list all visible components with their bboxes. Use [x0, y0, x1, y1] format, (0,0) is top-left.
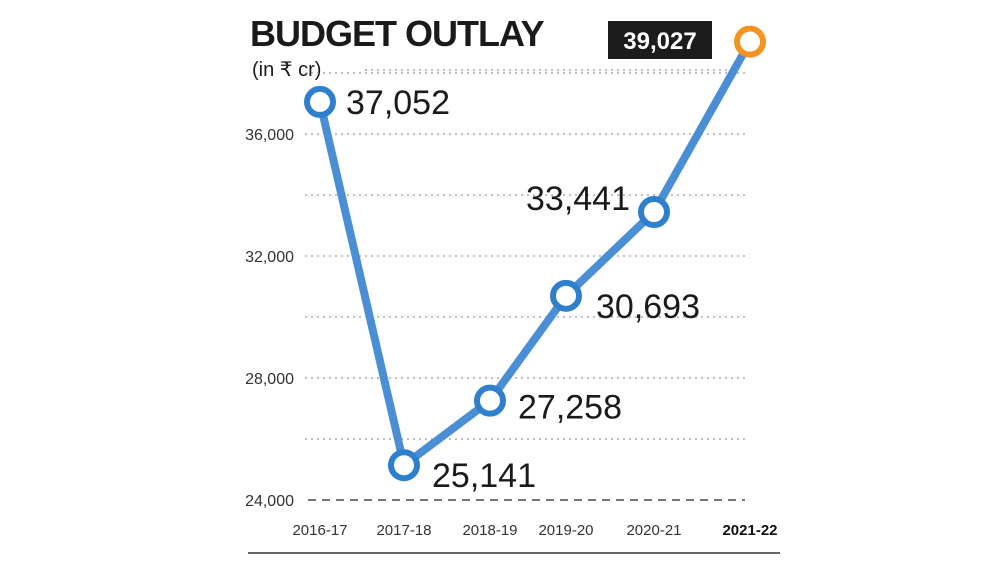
data-label: 33,441 — [526, 180, 630, 218]
chart-subtitle: (in ₹ cr) — [252, 59, 321, 81]
x-tick-label: 2016-17 — [292, 522, 347, 539]
data-point — [550, 279, 582, 312]
data-point — [388, 449, 420, 482]
y-tick-label: 24,000 — [245, 493, 294, 510]
y-tick-label: 28,000 — [245, 371, 294, 388]
data-label: 27,258 — [518, 389, 622, 427]
series-line-layer — [316, 37, 754, 470]
data-point — [638, 196, 670, 229]
series-line — [316, 37, 754, 470]
data-point — [474, 384, 506, 417]
x-tick-label: 2021-22 — [722, 522, 777, 539]
x-tick-label: 2020-21 — [626, 522, 681, 539]
data-point — [304, 85, 336, 118]
data-label: 37,052 — [346, 84, 450, 122]
y-axis-ticks: 24,000 28,000 32,000 36,000 — [245, 127, 294, 510]
y-tick-label: 32,000 — [245, 249, 294, 266]
highlight-data-point — [734, 25, 766, 58]
x-tick-label: 2018-19 — [462, 522, 517, 539]
x-tick-label: 2019-20 — [538, 522, 593, 539]
data-labels: 37,052 25,141 27,258 30,693 33,441 39,027 — [346, 21, 712, 495]
y-tick-label: 36,000 — [245, 127, 294, 144]
chart-title: BUDGET OUTLAY — [250, 13, 545, 54]
x-axis-ticks: 2016-17 2017-18 2018-19 2019-20 2020-21 2021-… — [292, 522, 777, 539]
highlight-data-label: 39,027 — [623, 28, 696, 55]
x-tick-label: 2017-18 — [376, 522, 431, 539]
data-label: 25,141 — [432, 457, 536, 495]
data-label: 30,693 — [596, 288, 700, 326]
markers — [304, 25, 766, 482]
gridlines — [305, 69, 745, 501]
highlight-label-box — [608, 21, 712, 59]
